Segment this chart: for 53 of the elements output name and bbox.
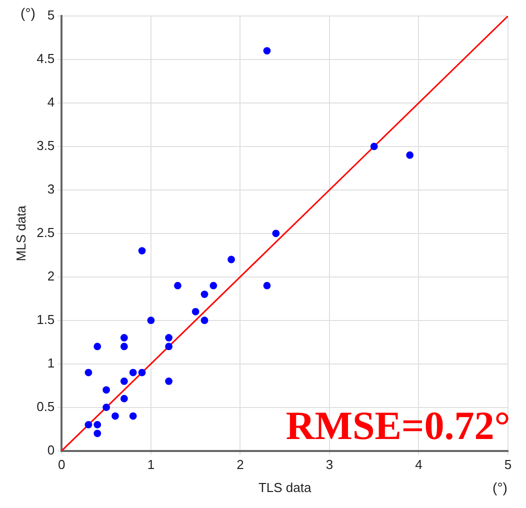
point bbox=[228, 256, 235, 264]
point bbox=[263, 282, 271, 290]
x-tick-label: 5 bbox=[504, 457, 512, 472]
point bbox=[406, 151, 414, 159]
text: (°) bbox=[20, 4, 36, 21]
y-tick-label: 2.5 bbox=[36, 224, 55, 240]
y-tick-label: 3 bbox=[47, 182, 55, 196]
point bbox=[200, 290, 208, 298]
text: (°) bbox=[492, 480, 508, 496]
point bbox=[102, 404, 110, 412]
y-tick-label: 2 bbox=[47, 268, 55, 284]
point bbox=[165, 334, 172, 342]
y-tick-label: 1 bbox=[47, 355, 55, 370]
point bbox=[174, 282, 182, 290]
point bbox=[120, 378, 128, 385]
y-axis-title: MLS data bbox=[13, 204, 28, 262]
y-tick-label: 1.5 bbox=[36, 312, 55, 327]
point bbox=[165, 342, 172, 350]
point bbox=[272, 230, 280, 238]
point bbox=[210, 282, 218, 290]
point bbox=[120, 334, 128, 342]
point bbox=[94, 421, 102, 428]
point bbox=[200, 316, 208, 324]
x-axis-title: TLS data bbox=[258, 480, 312, 495]
point bbox=[138, 247, 146, 254]
point bbox=[138, 368, 146, 376]
point bbox=[129, 412, 137, 420]
point bbox=[129, 368, 137, 376]
point bbox=[94, 430, 102, 438]
point bbox=[112, 412, 119, 420]
point bbox=[84, 421, 92, 428]
point bbox=[84, 368, 92, 376]
point bbox=[147, 316, 155, 324]
annotation: RMSE=0.72° bbox=[286, 403, 510, 448]
y-tick-label: 0.5 bbox=[36, 398, 55, 414]
x-tick-label: 2 bbox=[236, 457, 244, 472]
point bbox=[370, 142, 378, 150]
y-tick-label: 3.5 bbox=[36, 138, 55, 154]
y-tick-label: 0 bbox=[47, 442, 55, 458]
x-tick-label: 4 bbox=[415, 457, 422, 472]
point bbox=[165, 378, 172, 385]
x-tick-label: 1 bbox=[147, 457, 155, 472]
y-tick-label: 4 bbox=[47, 94, 55, 110]
y-tick-label: 5 bbox=[47, 8, 55, 23]
point bbox=[120, 394, 128, 402]
x-tick-label: 0 bbox=[58, 457, 66, 472]
point bbox=[263, 47, 271, 54]
point bbox=[192, 308, 200, 316]
point bbox=[94, 342, 102, 350]
x-tick-label: 3 bbox=[326, 457, 334, 472]
point bbox=[102, 386, 110, 394]
point bbox=[120, 342, 128, 350]
y-tick-label: 4.5 bbox=[36, 51, 55, 66]
